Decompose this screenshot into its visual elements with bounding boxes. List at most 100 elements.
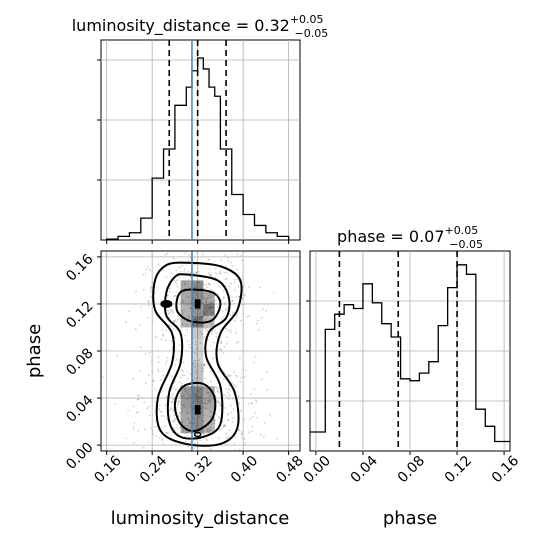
sample-point (228, 285, 231, 288)
sample-point (172, 408, 175, 411)
density-cell (180, 409, 192, 434)
sample-point (194, 359, 197, 362)
sample-point (217, 392, 220, 394)
sample-point (193, 291, 196, 294)
sample-point (186, 398, 189, 400)
sample-point (235, 296, 237, 298)
x-tick-label: 0.08 (395, 453, 428, 486)
mode-peak (194, 299, 201, 309)
sample-point (162, 333, 165, 336)
sample-point (216, 390, 219, 393)
sample-point (175, 269, 178, 272)
sample-point (167, 309, 170, 312)
sample-point (195, 421, 198, 424)
panel-frame (100, 250, 301, 452)
sample-point (166, 294, 169, 297)
sample-point (201, 295, 203, 298)
sample-point (183, 405, 186, 408)
sample-point (179, 426, 182, 429)
sample-point (182, 312, 184, 315)
sample-point (180, 329, 183, 332)
sample-point (254, 356, 257, 358)
sample-point (133, 421, 136, 424)
sample-point (251, 415, 254, 418)
sample-point (209, 322, 212, 325)
sample-point (203, 314, 206, 316)
sample-point (157, 361, 160, 364)
sample-point (203, 414, 205, 417)
sample-point (187, 424, 190, 427)
sample-point (224, 407, 227, 409)
sample-point (231, 300, 234, 303)
sample-point (165, 339, 167, 341)
y-tick-label: 0.04 (63, 392, 96, 425)
sample-point (132, 405, 135, 408)
sample-point (145, 382, 147, 385)
sample-point (155, 435, 158, 438)
density-cell (191, 409, 204, 434)
sample-point (214, 271, 217, 274)
sample-point (139, 346, 142, 349)
sample-point (209, 410, 212, 413)
sample-point (186, 392, 189, 395)
sample-point (205, 284, 207, 286)
sample-point (209, 274, 212, 276)
sample-point (152, 379, 155, 382)
sample-point (173, 419, 176, 422)
sample-point (201, 315, 204, 317)
tick-labels: 0.00 0.04 0.08 0.12 0.16 (301, 453, 523, 486)
sample-point (217, 386, 220, 389)
sample-point (172, 328, 175, 330)
sample-point (192, 310, 195, 313)
sample-point (164, 425, 167, 427)
sample-point (154, 336, 157, 339)
sample-point (181, 382, 183, 385)
sample-point (203, 315, 206, 318)
sample-point (187, 445, 190, 448)
sample-point (184, 387, 187, 389)
sample-point (172, 279, 175, 282)
sample-point (178, 411, 181, 414)
sample-point (239, 357, 241, 360)
sample-point (147, 300, 150, 303)
sample-point (157, 369, 159, 371)
sample-point (218, 402, 221, 404)
sample-point (203, 292, 205, 295)
sample-point (172, 311, 174, 314)
histogram-step-line (106, 57, 290, 240)
x-axis-label: luminosity_distance (111, 508, 290, 529)
histogram-step-line (310, 264, 510, 443)
sample-point (205, 307, 208, 310)
sample-point (164, 254, 167, 256)
sample-point (233, 289, 236, 291)
sample-point (192, 324, 195, 327)
sample-point (203, 364, 206, 366)
sample-point (265, 370, 268, 373)
sample-point (181, 374, 184, 376)
sample-point (232, 383, 235, 386)
sample-point (189, 427, 192, 429)
sample-point (142, 288, 145, 291)
sample-point (248, 286, 251, 288)
x-axis-label: phase (383, 508, 437, 529)
sample-point (228, 375, 231, 378)
sample-point (182, 429, 185, 432)
sample-point (227, 419, 230, 421)
sample-point (203, 327, 206, 330)
sample-point (137, 398, 140, 401)
sample-point (225, 395, 228, 397)
sample-point (189, 346, 192, 349)
sample-point (225, 343, 228, 345)
density-cell (191, 386, 204, 410)
sample-point (206, 429, 209, 432)
sample-point (204, 399, 207, 401)
sample-point (232, 265, 234, 267)
sample-point (209, 301, 212, 304)
sample-point (218, 348, 221, 350)
sample-point (178, 317, 181, 320)
sample-point (213, 419, 216, 421)
sample-point (178, 276, 181, 279)
sample-point (255, 322, 258, 325)
sample-point (187, 418, 190, 421)
sample-point (149, 286, 152, 288)
